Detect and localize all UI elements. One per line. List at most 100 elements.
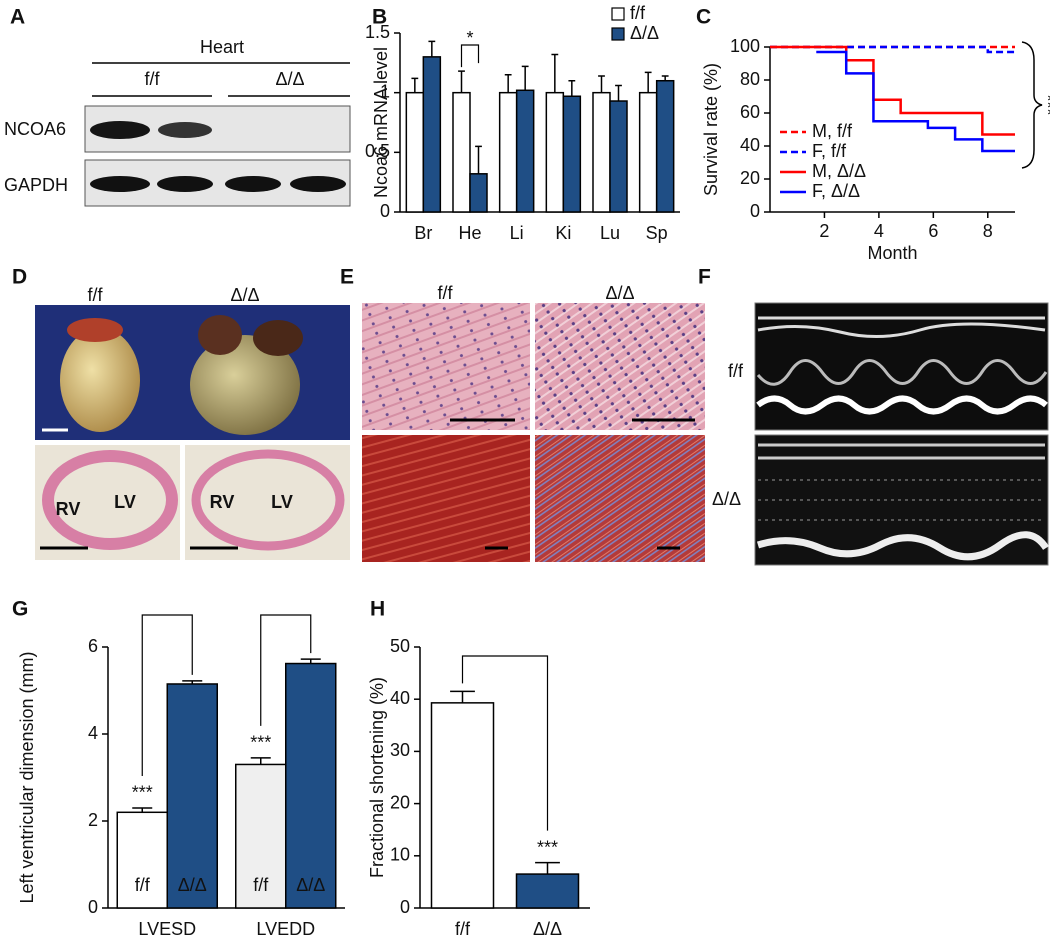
column-label: Δ/Δ <box>230 285 259 305</box>
panel-d: D f/f Δ/Δ RV LV RV LV <box>12 266 350 560</box>
band-label: GAPDH <box>4 175 68 195</box>
group-label: Heart <box>200 37 244 57</box>
legend-label: F, f/f <box>812 141 847 161</box>
legend-swatch <box>611 27 625 41</box>
x-tick-label: He <box>458 223 481 243</box>
ventricle-wall <box>191 449 345 551</box>
bar <box>655 79 675 213</box>
panel-a: A Heart f/f Δ/Δ NCOA6 GAPDH <box>4 6 351 207</box>
error-bar <box>644 71 652 93</box>
y-axis-label: Survival rate (%) <box>701 63 721 196</box>
atria <box>198 315 242 355</box>
y-tick-label: 50 <box>390 636 410 656</box>
panel-label: C <box>696 6 711 29</box>
lane-label: Δ/Δ <box>275 69 304 89</box>
echo-trace <box>756 531 1049 561</box>
bar <box>545 91 565 213</box>
atria <box>67 318 123 342</box>
region-label: LV <box>114 492 136 512</box>
blot-band <box>158 122 212 138</box>
legend-swatch <box>611 7 625 21</box>
x-tick-label: Ki <box>555 223 571 243</box>
error-bar <box>132 807 153 813</box>
sig-label: * <box>466 28 473 48</box>
y-tick-label: 0.5 <box>365 141 390 161</box>
y-axis-label: Left ventricular dimension (mm) <box>17 651 37 903</box>
panel-label: F <box>698 266 711 289</box>
panel-label: D <box>12 266 27 289</box>
x-tick-label: Lu <box>600 223 620 243</box>
survival-line <box>816 50 1015 153</box>
column-label: f/f <box>87 285 103 305</box>
error-bar <box>300 658 321 664</box>
region-label: RV <box>56 499 81 519</box>
row-label: Δ/Δ <box>712 489 741 509</box>
bar <box>515 89 535 213</box>
error-bar <box>458 70 465 93</box>
bar <box>166 683 218 909</box>
ventricle-wall <box>42 450 178 550</box>
heart <box>190 335 300 435</box>
heart <box>60 328 140 432</box>
y-tick-label: 60 <box>740 102 760 122</box>
survival-line <box>770 45 1015 54</box>
panel-label: A <box>10 6 25 29</box>
x-tick-label: 2 <box>819 221 829 241</box>
bar-label: f/f <box>135 875 151 895</box>
region-label: RV <box>210 492 235 512</box>
bar <box>452 91 471 213</box>
y-tick-label: 0 <box>88 897 98 917</box>
y-tick-label: 40 <box>740 135 760 155</box>
y-tick-label: 30 <box>390 740 410 760</box>
band-label: NCOA6 <box>4 119 66 139</box>
x-axis-label: Month <box>867 243 917 263</box>
y-tick-label: 6 <box>88 636 98 656</box>
bar <box>469 173 488 213</box>
echo-trace <box>758 443 1045 460</box>
error-bar <box>182 680 203 684</box>
bar <box>638 91 658 213</box>
x-tick-label: 8 <box>983 221 993 241</box>
histology <box>535 435 705 562</box>
error-bar <box>615 84 622 102</box>
error-bar <box>598 75 605 93</box>
legend-label: M, f/f <box>812 121 853 141</box>
histology <box>362 435 530 562</box>
y-axis-label: Fractional shortening (%) <box>367 677 387 878</box>
panel-e: E f/f Δ/Δ <box>340 266 705 562</box>
x-tick-label: 4 <box>874 221 884 241</box>
histology <box>535 303 705 430</box>
y-tick-label: 20 <box>740 168 760 188</box>
sig-bracket <box>460 44 480 68</box>
y-tick-label: 4 <box>88 723 98 743</box>
bar-label: f/f <box>253 875 269 895</box>
error-bar <box>450 690 475 703</box>
y-tick-label: 1.5 <box>365 22 390 42</box>
column-label: f/f <box>437 283 453 303</box>
bar <box>498 91 518 213</box>
y-tick-label: 0 <box>750 201 760 221</box>
bar <box>592 91 611 213</box>
bar-label: Δ/Δ <box>178 875 207 895</box>
legend-label: f/f <box>630 3 646 23</box>
blot-band <box>90 176 150 192</box>
sig-bracket <box>260 614 312 726</box>
error-bar <box>475 145 482 174</box>
x-tick-label: Br <box>414 223 432 243</box>
x-tick-label: Δ/Δ <box>533 919 562 936</box>
y-tick-label: 40 <box>390 688 410 708</box>
error-bar <box>551 53 559 93</box>
sig-label: *** <box>250 733 271 753</box>
panel-label: E <box>340 266 354 289</box>
panel-label: G <box>12 598 28 621</box>
y-tick-label: 100 <box>730 36 760 56</box>
error-bar <box>250 757 271 765</box>
error-bar <box>411 77 419 93</box>
sig-bracket <box>141 614 193 776</box>
error-bar <box>535 861 560 875</box>
panel-label: H <box>370 598 385 621</box>
echo-trace <box>757 316 1046 338</box>
bar <box>515 873 580 909</box>
y-tick-label: 2 <box>88 810 98 830</box>
